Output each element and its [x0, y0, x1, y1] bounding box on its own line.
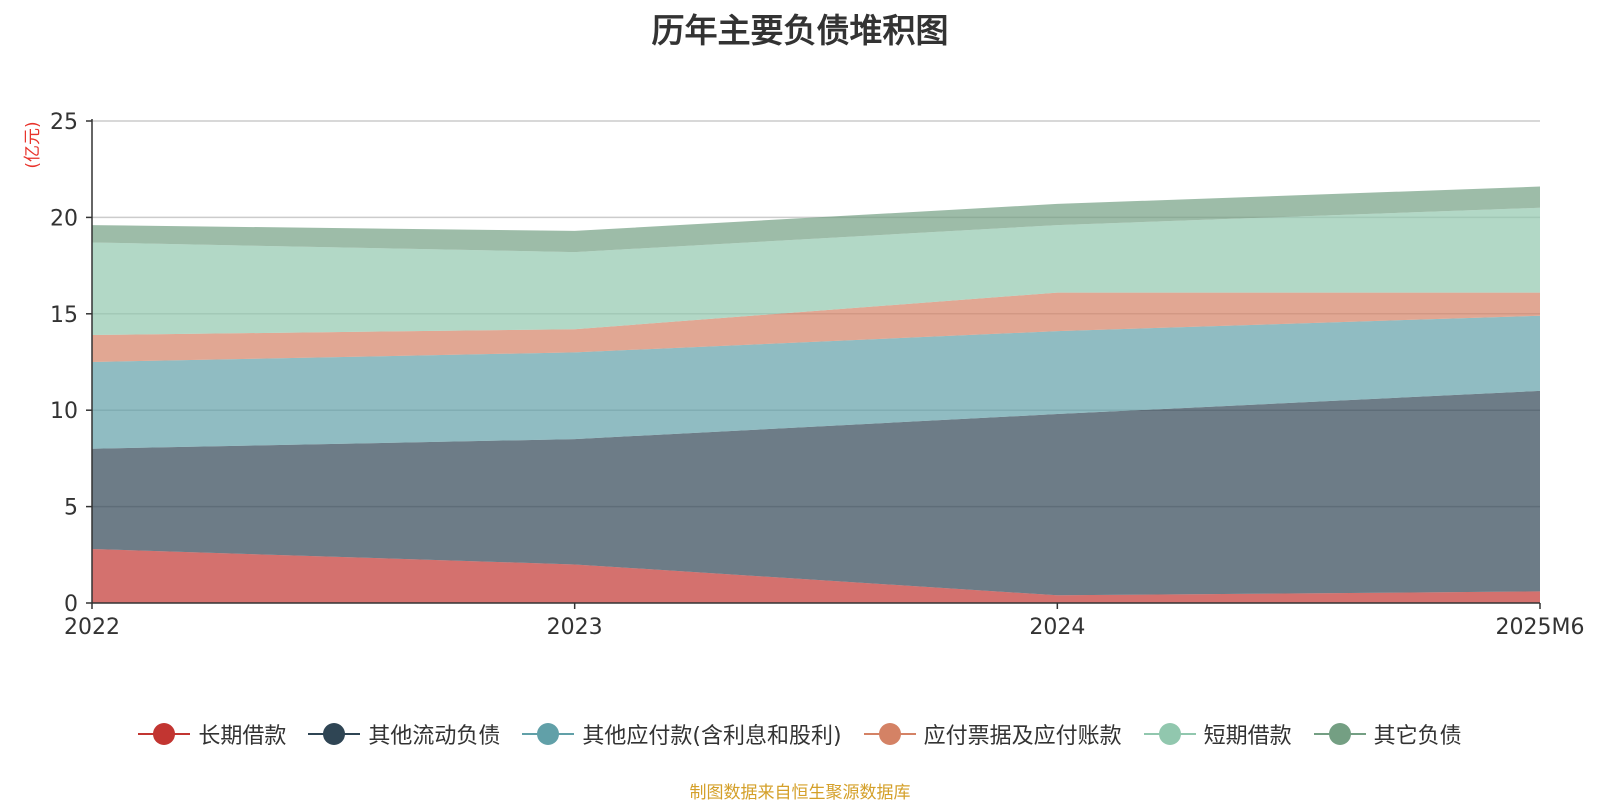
legend-label: 其他流动负债: [368, 724, 501, 749]
legend: 长期借款 其他流动负债 其他应付款(含利息和股利) 应付票据及应付账款 短期借款 其它负债: [0, 718, 1600, 750]
y-tick-label: 5: [64, 496, 78, 521]
y-tick-label: 25: [50, 110, 78, 135]
legend-marker-dot: [153, 723, 176, 745]
y-tick-label: 10: [50, 399, 78, 424]
legend-item[interactable]: 应付票据及应付账款: [863, 718, 1122, 750]
legend-item[interactable]: 短期借款: [1143, 718, 1292, 750]
source-note: 制图数据来自恒生聚源数据库: [689, 783, 911, 800]
legend-label: 短期借款: [1203, 724, 1292, 749]
area-series: [92, 549, 1540, 603]
area-series: [92, 390, 1540, 596]
y-tick-label: 20: [50, 206, 78, 231]
legend-marker-icon: [308, 722, 361, 746]
area-series: [92, 292, 1540, 362]
legend-label: 应付票据及应付账款: [923, 724, 1122, 749]
legend-marker-icon: [863, 722, 916, 746]
legend-marker-icon: [1313, 722, 1366, 746]
legend-marker-icon: [522, 722, 575, 746]
legend-item[interactable]: 长期借款: [138, 718, 286, 750]
legend-marker-dot: [878, 723, 901, 745]
legend-marker-icon: [138, 722, 191, 746]
chart-title: 历年主要负债堆积图: [651, 11, 949, 50]
legend-label: 其他应付款(含利息和股利): [582, 724, 842, 749]
area-series: [92, 207, 1540, 336]
legend-label: 其它负债: [1373, 724, 1462, 749]
legend-item[interactable]: 其他流动负债: [308, 718, 500, 750]
area-series: [92, 186, 1540, 253]
y-tick-label: 15: [50, 303, 78, 328]
x-tick-label: 2024: [1029, 615, 1085, 640]
legend-item[interactable]: 其他应付款(含利息和股利): [522, 718, 842, 750]
legend-marker-dot: [537, 723, 560, 745]
legend-label: 长期借款: [198, 724, 287, 749]
legend-marker-icon: [1143, 722, 1196, 746]
legend-marker-dot: [1328, 723, 1351, 745]
legend-item[interactable]: 其它负债: [1313, 718, 1462, 750]
legend-marker-dot: [1158, 723, 1181, 745]
y-tick-label: 0: [64, 592, 78, 617]
area-series: [92, 315, 1540, 449]
legend-marker-dot: [323, 723, 346, 745]
chart-plot: 0 5 10 15 20 25 2022 2023 2024 2025M6 (亿元): [23, 110, 1585, 640]
y-axis-unit-label: (亿元): [23, 121, 43, 168]
x-tick-label: 2025M6: [1496, 615, 1585, 640]
x-tick-label: 2023: [547, 615, 603, 640]
x-tick-label: 2022: [64, 615, 120, 640]
